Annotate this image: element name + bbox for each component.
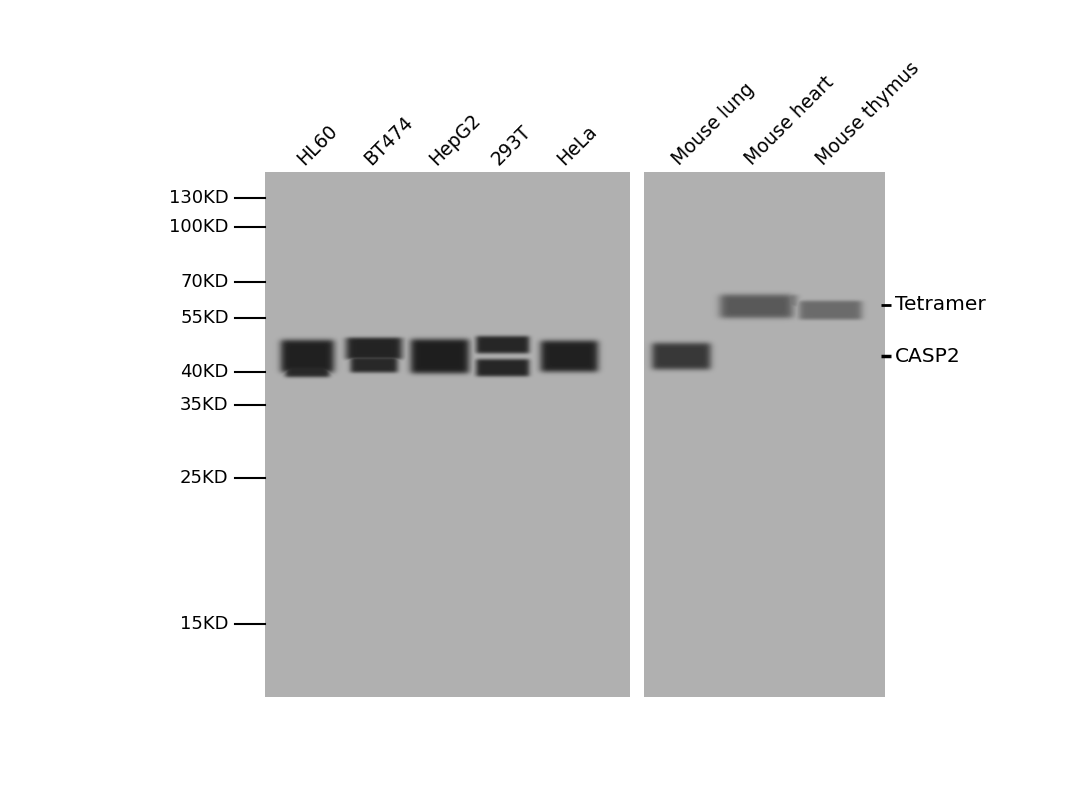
Text: Mouse thymus: Mouse thymus (812, 58, 922, 169)
Bar (265, 172, 629, 697)
Text: Mouse lung: Mouse lung (669, 79, 758, 169)
Bar (644, 172, 885, 697)
Text: 100KD: 100KD (170, 217, 229, 235)
Text: 35KD: 35KD (180, 396, 229, 414)
Text: Mouse heart: Mouse heart (741, 73, 837, 169)
Text: HepG2: HepG2 (426, 110, 484, 169)
Text: 15KD: 15KD (180, 615, 229, 633)
Text: 55KD: 55KD (180, 309, 229, 327)
Text: CASP2: CASP2 (895, 347, 961, 366)
Text: BT474: BT474 (360, 113, 416, 169)
Text: HL60: HL60 (293, 122, 341, 169)
Text: HeLa: HeLa (553, 122, 600, 169)
Text: 70KD: 70KD (180, 273, 229, 291)
Text: Tetramer: Tetramer (895, 295, 986, 314)
Text: 130KD: 130KD (168, 190, 229, 208)
Text: 25KD: 25KD (180, 469, 229, 487)
Text: 40KD: 40KD (180, 363, 229, 381)
Text: 293T: 293T (488, 122, 535, 169)
